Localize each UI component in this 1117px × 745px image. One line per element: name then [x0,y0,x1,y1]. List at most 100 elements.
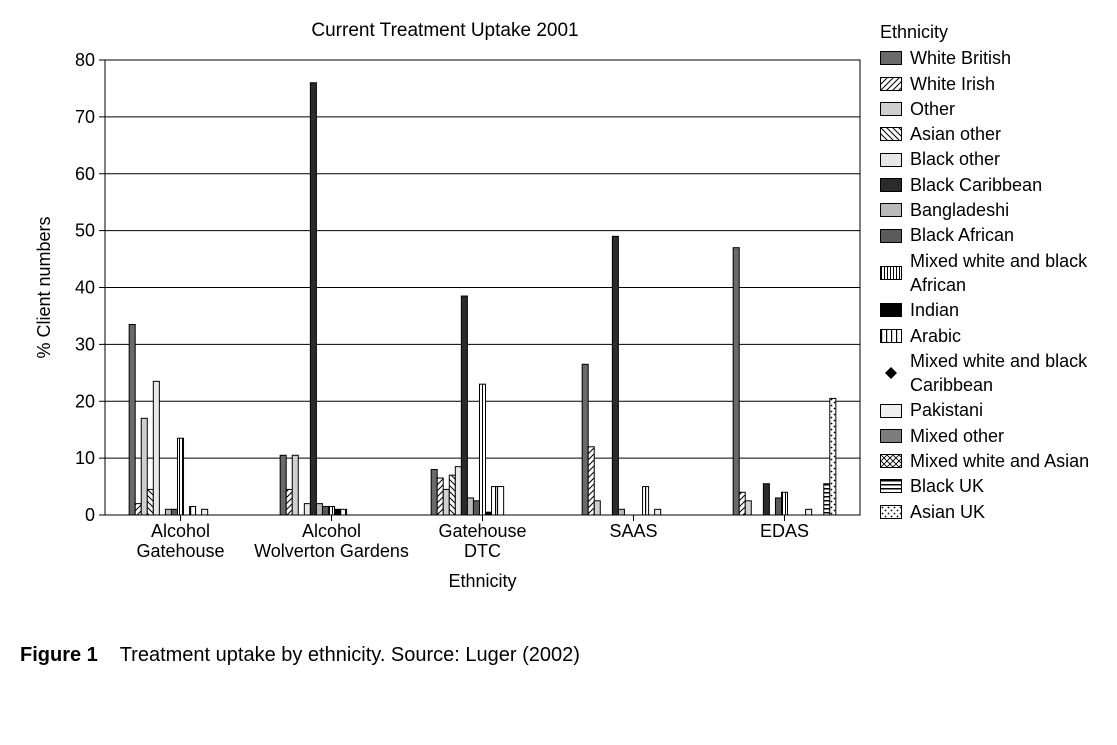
legend-item: Indian [880,298,1097,322]
bar [190,506,196,515]
bar [310,83,316,515]
legend-swatch [880,51,902,65]
y-tick-label: 60 [75,164,95,184]
bar [171,509,177,515]
bar [328,506,334,515]
bar [292,455,298,515]
bar [498,487,504,515]
bar [129,324,135,515]
bar [594,501,600,515]
bar [141,418,147,515]
bar [473,501,479,515]
legend-label: Mixed white and black African [910,249,1097,298]
page-root: Current Treatment Uptake 2001 [0,0,1117,745]
bar [775,498,781,515]
legend-label: Asian UK [910,500,985,524]
bar [492,487,498,515]
bar [286,489,292,515]
bar [304,504,310,515]
bar [479,384,485,515]
bar [467,498,473,515]
legend-item: Mixed white and black Caribbean [880,349,1097,398]
bar [177,438,183,515]
legend-item: Black African [880,223,1097,247]
legend-label: White British [910,46,1011,70]
legend-swatch [880,454,902,468]
bar [739,492,745,515]
legend-label: Black African [910,223,1014,247]
legend-swatch [880,203,902,217]
y-tick-label: 40 [75,278,95,298]
bar-chart: 01020304050607080% Client numbersAlcohol… [20,20,870,630]
y-axis-label: % Client numbers [34,216,54,358]
bar [824,484,830,515]
chart-row: Current Treatment Uptake 2001 [20,20,1097,630]
legend-swatch [880,505,902,519]
legend-label: Mixed white and Asian [910,449,1089,473]
bar [806,509,812,515]
bar [322,506,328,515]
bar [431,470,437,516]
bar [618,509,624,515]
chart-wrap: Current Treatment Uptake 2001 [20,20,870,630]
y-tick-label: 80 [75,50,95,70]
legend-label: Mixed white and black Caribbean [910,349,1097,398]
legend-item: Mixed white and Asian [880,449,1097,473]
legend-item: Asian UK [880,500,1097,524]
bar [316,504,322,515]
legend-swatch [880,266,902,280]
legend-swatch [880,366,902,380]
y-tick-label: 70 [75,107,95,127]
x-tick-label: GatehouseDTC [438,521,526,561]
legend-label: Bangladeshi [910,198,1009,222]
legend-item: Black other [880,147,1097,171]
bar [612,236,618,515]
bar [335,509,341,515]
chart-title: Current Treatment Uptake 2001 [20,20,870,42]
bar [781,492,787,515]
legend-label: Mixed other [910,424,1004,448]
legend-item: Other [880,97,1097,121]
y-tick-label: 0 [85,505,95,525]
y-tick-label: 50 [75,221,95,241]
bar [147,489,153,515]
bar [763,484,769,515]
bar [202,509,208,515]
legend-swatch [880,77,902,91]
bar [153,381,159,515]
legend-swatch [880,429,902,443]
legend-swatch [880,127,902,141]
bar [135,504,141,515]
bar [745,501,751,515]
bar [437,478,443,515]
figure-label: Figure 1 [20,644,98,666]
bar [461,296,467,515]
legend-item: Black UK [880,474,1097,498]
legend-item: Bangladeshi [880,198,1097,222]
bar [588,447,594,515]
y-tick-label: 20 [75,391,95,411]
legend-label: Black Caribbean [910,173,1042,197]
legend-label: Pakistani [910,398,983,422]
legend-swatch [880,178,902,192]
bar [455,467,461,515]
legend-title: Ethnicity [880,20,1097,44]
legend-label: Black other [910,147,1000,171]
legend-item: Pakistani [880,398,1097,422]
x-tick-label: AlcoholWolverton Gardens [254,521,409,561]
legend-label: Arabic [910,324,961,348]
bar [582,364,588,515]
bar [280,455,286,515]
legend-item: White Irish [880,72,1097,96]
legend-swatch [880,329,902,343]
bar [830,398,836,515]
bar [165,509,171,515]
legend-swatch [880,404,902,418]
legend: Ethnicity White BritishWhite IrishOtherA… [880,20,1097,525]
legend-label: Indian [910,298,959,322]
legend-label: Asian other [910,122,1001,146]
x-tick-label: EDAS [760,521,809,541]
legend-label: White Irish [910,72,995,96]
legend-item: Asian other [880,122,1097,146]
x-tick-label: AlcoholGatehouse [136,521,224,561]
